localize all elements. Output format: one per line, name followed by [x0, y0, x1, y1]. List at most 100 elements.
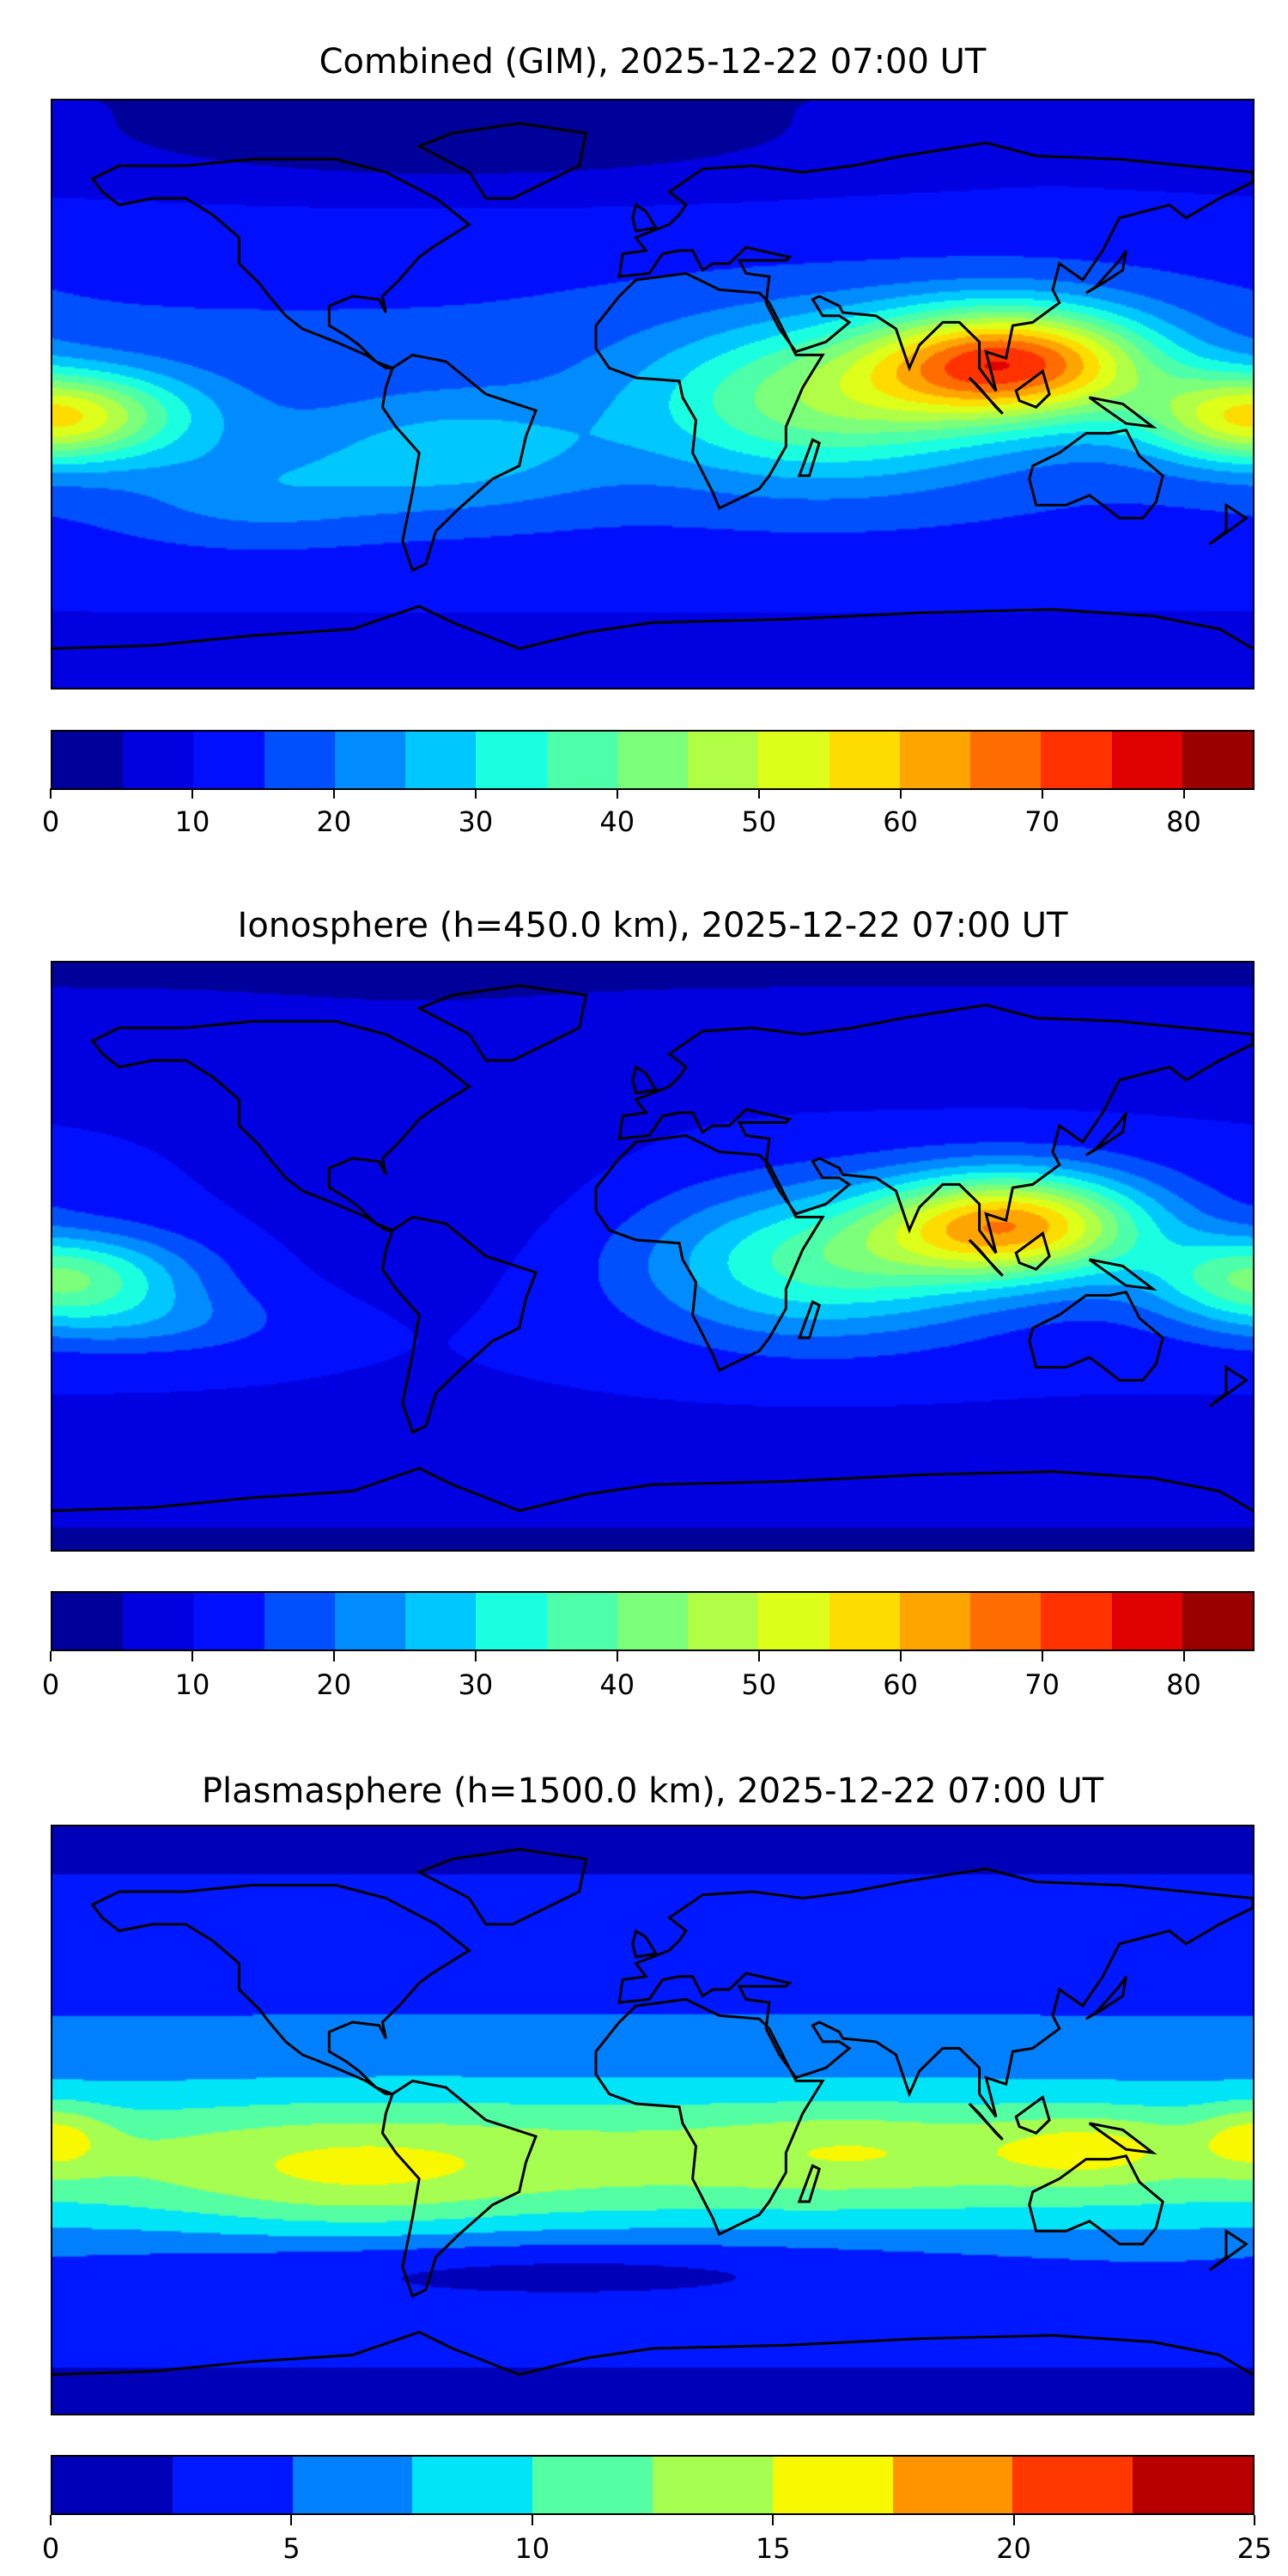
colorbar-segment	[829, 732, 900, 788]
colorbar-tick	[1041, 788, 1043, 799]
colorbar-segment	[405, 732, 477, 788]
map-ionosphere	[51, 961, 1255, 1552]
colorbar-tick-label: 20	[316, 805, 352, 838]
coastline	[631, 1929, 659, 1959]
colorbar-segment	[172, 2457, 293, 2513]
colorbar-segment	[405, 1593, 477, 1649]
coastline	[90, 1883, 472, 2096]
colorbar-tick-label: 40	[599, 805, 635, 838]
colorbar-tick	[191, 788, 193, 799]
colorbar-segment	[617, 732, 689, 788]
colorbar-tick-label: 30	[458, 1668, 494, 1701]
colorbar-segment	[546, 1593, 617, 1649]
colorbar-tick-label: 50	[741, 1668, 777, 1701]
tec-field-combined	[52, 100, 1253, 688]
colorbar-segment	[546, 732, 617, 788]
colorbar-tick-label: 10	[174, 1668, 210, 1701]
coastline	[1028, 1291, 1164, 1382]
colorbar-segment	[1041, 732, 1112, 788]
coastline	[1208, 1364, 1249, 1408]
coastline	[631, 203, 659, 233]
colorbar-segment	[123, 1593, 194, 1649]
colorbar-segment	[617, 1593, 689, 1649]
colorbar-tick	[1182, 788, 1185, 799]
tec-field-plasmasphere	[52, 1826, 1253, 2414]
colorbar-segment	[970, 1593, 1042, 1649]
coastline	[380, 353, 538, 573]
colorbar-segment	[1111, 732, 1182, 788]
coastline	[52, 2330, 1253, 2376]
colorbar-segment	[899, 1593, 971, 1649]
colorbar-combined	[51, 730, 1255, 790]
coastline	[380, 1215, 538, 1435]
colorbar-segment	[1182, 1593, 1253, 1649]
colorbar-tick-label: 0	[41, 2532, 60, 2565]
title-combined: Combined (GIM), 2025-12-22 07:00 UT	[319, 42, 987, 82]
coastline	[416, 122, 588, 200]
colorbar-tick	[50, 1651, 52, 1662]
colorbar-segment	[970, 732, 1042, 788]
colorbar-ticks-combined: 0 10 20 30 40 50 60 70 80	[42, 788, 1255, 840]
colorbar-tick	[191, 1651, 193, 1662]
colorbar-tick-label: 70	[1024, 1668, 1060, 1701]
colorbar-segment	[264, 1593, 335, 1649]
colorbar-tick-label: 60	[883, 1668, 918, 1701]
colorbar-segment	[193, 732, 264, 788]
colorbar-segment	[264, 732, 335, 788]
colorbar-segment	[476, 1593, 547, 1649]
coastline	[594, 1997, 825, 2237]
colorbar-tick	[50, 2515, 52, 2525]
coastline	[1208, 502, 1249, 546]
colorbar-segment	[193, 1593, 264, 1649]
coastlines	[52, 984, 1253, 1512]
colorbar-segment	[476, 732, 547, 788]
colorbar-tick	[1254, 2515, 1255, 2525]
coastline	[594, 271, 825, 511]
colorbar-segment	[52, 2457, 173, 2513]
map-plasmasphere	[51, 1825, 1255, 2415]
colorbar-tick	[332, 1651, 335, 1662]
colorbar-segment	[758, 1593, 829, 1649]
coastline	[797, 2164, 821, 2203]
colorbar-segment	[412, 2457, 533, 2513]
coastline	[1085, 249, 1127, 295]
colorbar-tick	[1182, 1651, 1185, 1662]
coastline	[968, 2102, 1004, 2141]
colorbar-tick	[50, 788, 52, 799]
colorbar-tick	[757, 788, 760, 799]
coastline	[90, 1019, 472, 1232]
colorbar-tick-label: 40	[599, 1668, 635, 1701]
colorbar-tick-label: 80	[1166, 805, 1201, 838]
colorbar-tick-label: 20	[996, 2532, 1031, 2565]
coastline	[797, 438, 821, 477]
coastline	[968, 1238, 1004, 1277]
colorbar-tick-label: 15	[755, 2532, 791, 2565]
coastline	[380, 2079, 538, 2299]
colorbar-tick-label: 70	[1024, 805, 1060, 838]
colorbar-tick-label: 25	[1236, 2532, 1273, 2565]
colorbar-segment	[292, 2457, 413, 2513]
coastline	[617, 1867, 1253, 2118]
tec-field-ionosphere	[52, 963, 1253, 1550]
colorbar-segment	[892, 2457, 1013, 2513]
colorbar-segment	[1111, 1593, 1182, 1649]
coastlines	[52, 122, 1253, 650]
colorbar-segment	[52, 732, 124, 788]
colorbar-segment	[688, 1593, 759, 1649]
colorbar-segment	[652, 2457, 773, 2513]
colorbar-tick	[616, 788, 618, 799]
colorbar-segment	[532, 2457, 653, 2513]
coastline	[416, 1848, 588, 1926]
colorbar-tick-label: 10	[514, 2532, 550, 2565]
coastline	[631, 1065, 659, 1095]
colorbar-segment	[334, 732, 406, 788]
coastline	[1028, 2154, 1164, 2245]
colorbar-tick-label: 80	[1166, 1668, 1201, 1701]
coastline	[1014, 1230, 1051, 1271]
coastline	[797, 1300, 821, 1340]
colorbar-tick	[899, 1651, 902, 1662]
title-plasmasphere: Plasmasphere (h=1500.0 km), 2025-12-22 0…	[201, 1771, 1104, 1811]
coastline	[617, 141, 1253, 392]
colorbar-segment	[52, 1593, 124, 1649]
colorbar-tick	[757, 1651, 760, 1662]
